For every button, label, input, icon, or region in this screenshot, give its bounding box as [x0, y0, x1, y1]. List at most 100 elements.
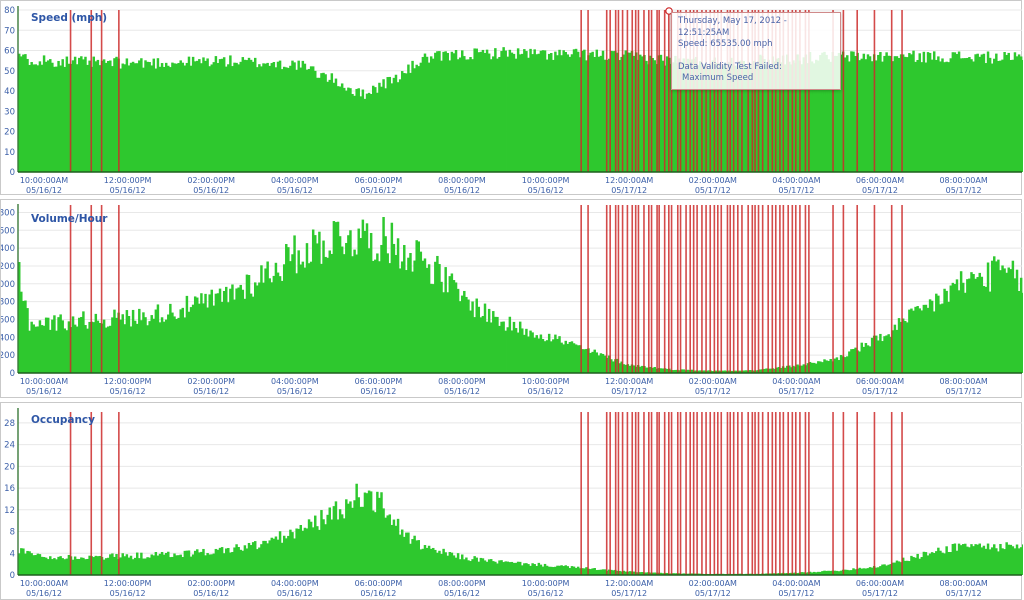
- invalid-data-bar: [804, 412, 807, 575]
- data-bar: [133, 63, 137, 173]
- data-bar: [506, 56, 510, 172]
- data-bar: [84, 56, 87, 173]
- invalid-data-bar: [587, 412, 589, 575]
- data-bar: [1011, 59, 1015, 172]
- data-bar: [581, 50, 584, 172]
- invalid-data-bar: [732, 412, 735, 575]
- x-tick-date: 05/16/12: [444, 387, 480, 396]
- data-bar: [518, 54, 522, 172]
- data-bar: [162, 321, 166, 373]
- data-bar: [570, 341, 574, 373]
- data-bar: [467, 299, 470, 373]
- data-bar: [262, 63, 265, 172]
- speed-chart-panel[interactable]: 0 10 20 30 40 50 60 70 80 10:00:00AM 05/16/12 12:00…: [0, 0, 1023, 195]
- x-tick-time: 12:00:00PM: [104, 176, 152, 185]
- occupancy-chart[interactable]: 048121620242810:00:00AM05/16/1212:00:00P…: [1, 403, 1023, 599]
- data-bar: [274, 67, 278, 172]
- data-bar: [850, 51, 853, 172]
- data-bar: [456, 288, 460, 373]
- y-tick-label: 24: [4, 441, 15, 451]
- invalid-data-bar: [726, 10, 729, 172]
- data-bar: [138, 558, 141, 575]
- invalid-data-bar: [787, 10, 789, 172]
- data-bar: [545, 565, 549, 575]
- data-bar: [870, 61, 874, 172]
- data-bar: [446, 555, 449, 575]
- data-bar: [260, 544, 263, 575]
- data-bar: [516, 48, 520, 173]
- data-bar: [508, 562, 512, 575]
- invalid-data-bar: [621, 205, 624, 373]
- volume-chart-panel[interactable]: 02004006008001000120014001600180010:00:0…: [0, 199, 1023, 398]
- data-bar: [98, 555, 102, 575]
- data-bar: [367, 92, 371, 172]
- data-bar: [957, 290, 961, 373]
- data-bar: [581, 568, 584, 575]
- data-bar: [607, 355, 611, 373]
- data-bar: [777, 573, 781, 575]
- speed-chart[interactable]: 0102030405060708010:00:00AM05/16/1212:00…: [1, 1, 1023, 194]
- data-bar: [500, 560, 503, 575]
- data-bar: [572, 343, 576, 373]
- invalid-data-bar: [737, 205, 739, 373]
- data-bar: [504, 50, 507, 173]
- invalid-data-bar: [856, 205, 858, 373]
- data-bar: [632, 55, 636, 172]
- data-bar: [198, 303, 201, 373]
- data-bar: [523, 563, 526, 575]
- data-bar: [28, 551, 31, 575]
- data-bar: [400, 529, 404, 575]
- data-bar: [320, 263, 323, 373]
- data-bar: [162, 66, 166, 172]
- occupancy-chart-panel[interactable]: 0 4 8 12 16 20 24 28 10:00:00AM 05/16/12 12:00:00P…: [0, 402, 1023, 600]
- data-bar: [225, 66, 228, 172]
- invalid-data-bar: [717, 10, 719, 172]
- data-bar: [639, 54, 642, 172]
- data-bar: [986, 51, 990, 172]
- volume-chart[interactable]: 02004006008001000120014001600180010:00:0…: [1, 200, 1023, 397]
- data-bar: [131, 309, 135, 373]
- invalid-data-bar: [668, 205, 670, 373]
- data-bar: [380, 244, 383, 373]
- data-bar: [278, 60, 282, 172]
- data-bar: [885, 335, 888, 373]
- x-tick-time: 06:00:00PM: [355, 377, 403, 386]
- invalid-data-bar: [767, 205, 769, 373]
- data-bar: [564, 565, 567, 575]
- data-bar: [694, 573, 698, 575]
- data-bar: [241, 57, 245, 172]
- y-tick-label: 200: [1, 351, 15, 361]
- data-bar: [75, 64, 79, 172]
- data-bar: [44, 317, 48, 373]
- data-bar: [291, 60, 294, 173]
- data-bar: [59, 556, 62, 575]
- data-bar: [808, 571, 812, 575]
- invalid-data-bar: [799, 412, 801, 575]
- data-bar: [906, 560, 909, 575]
- data-bar: [249, 293, 253, 373]
- data-bar: [641, 572, 644, 575]
- invalid-data-bar: [709, 10, 712, 172]
- data-bar: [889, 564, 892, 575]
- data-bar: [1007, 52, 1010, 173]
- data-bar: [556, 565, 559, 575]
- data-bar: [264, 268, 267, 373]
- data-bar: [193, 61, 197, 172]
- invalid-data-bar: [873, 205, 876, 373]
- data-bar: [268, 278, 271, 373]
- data-bar: [369, 491, 373, 575]
- invalid-data-bar: [747, 10, 749, 172]
- data-bar: [883, 55, 886, 173]
- x-tick-time: 04:00:00PM: [271, 377, 319, 386]
- invalid-data-bar: [637, 10, 640, 172]
- data-bar: [599, 353, 603, 373]
- data-bar: [912, 310, 915, 373]
- data-bar: [665, 572, 669, 575]
- data-bar: [514, 328, 518, 373]
- data-bar: [251, 296, 255, 373]
- data-bar: [920, 310, 924, 373]
- data-bar: [957, 543, 961, 575]
- data-bar: [181, 556, 185, 575]
- data-bar: [792, 60, 795, 172]
- data-bar: [988, 57, 992, 173]
